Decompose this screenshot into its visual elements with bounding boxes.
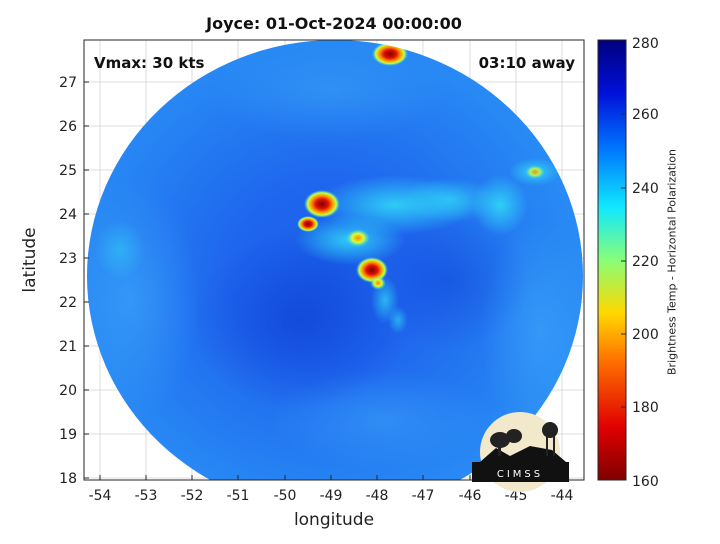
y-tick-label: 20 [59,383,77,399]
colorbar-tick-label: 220 [632,254,659,270]
x-tick-label: -51 [227,488,250,504]
colorbar: 280 260 240 220 200 180 160 [597,36,659,490]
x-tick-labels: -54 -53 -52 -51 -50 -49 -48 -47 -46 -45 … [89,488,574,504]
y-tick-labels: 27 26 25 24 23 22 21 20 19 18 [59,75,77,487]
y-tick-label: 23 [59,251,77,267]
x-tick-label: -52 [181,488,204,504]
y-tick-label: 27 [59,75,77,91]
x-axis-label: longitude [293,510,375,530]
x-tick-label: -45 [505,488,528,504]
x-tick-label: -54 [89,488,112,504]
y-tick-label: 22 [59,295,77,311]
satellite-dish-icon [506,429,522,443]
water-tower-icon [542,422,558,438]
colorbar-gradient [597,39,627,481]
axes-frame [83,39,585,481]
y-axis-label: latitude [20,227,40,293]
colorbar-tick-label: 280 [632,36,659,52]
colorbar-tick-label: 180 [632,400,659,416]
cimss-logo: CIMSS [472,412,569,492]
figure-title: Joyce: 01-Oct-2024 00:00:00 [206,14,462,33]
colorbar-tick-label: 260 [632,107,659,123]
colorbar-tick-label: 240 [632,181,659,197]
x-tick-label: -46 [459,488,482,504]
x-tick-label: -47 [412,488,435,504]
y-tick-label: 21 [59,339,77,355]
y-tick-label: 26 [59,119,77,135]
time-away-annotation: 03:10 away [479,54,576,72]
x-tick-label: -48 [366,488,389,504]
logo-text: CIMSS [497,469,543,480]
colorbar-label: Brightness Temp - Horizontal Polarizatio… [665,149,679,375]
vmax-annotation: Vmax: 30 kts [94,54,204,72]
y-tick-label: 18 [59,471,77,487]
colorbar-tick-label: 160 [632,474,659,490]
x-tick-label: -53 [135,488,158,504]
x-tick-label: -50 [274,488,297,504]
x-tick-label: -49 [320,488,343,504]
colorbar-tick-label: 200 [632,327,659,343]
y-tick-label: 25 [59,163,77,179]
y-tick-label: 24 [59,207,77,223]
x-tick-label: -44 [551,488,574,504]
y-tick-label: 19 [59,427,77,443]
